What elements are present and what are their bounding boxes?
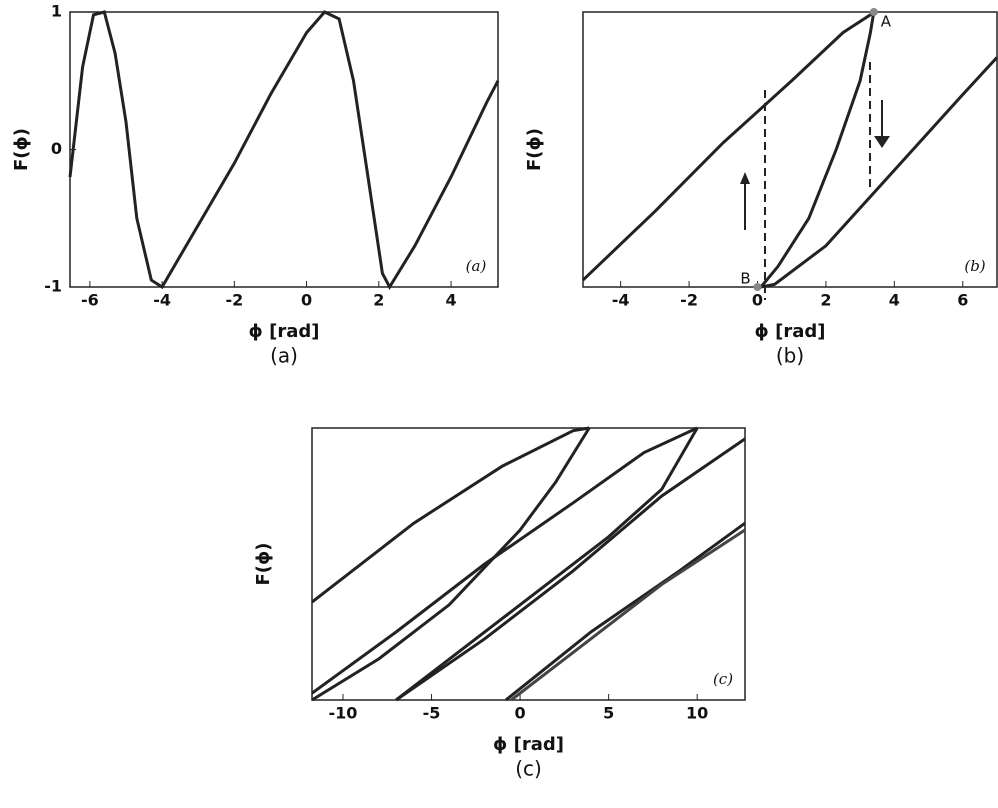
caption: (c)	[515, 757, 542, 781]
x-tick-label: 0	[515, 704, 526, 723]
x-axis-label: ϕ [rad]	[493, 734, 564, 755]
x-tick-label: -2	[225, 291, 243, 310]
x-tick-label: 10	[686, 704, 708, 723]
x-tick-label: 0	[752, 291, 763, 310]
curve	[70, 12, 498, 287]
arrow-head	[874, 136, 890, 148]
caption: (a)	[270, 344, 298, 368]
figure: -6-4-2024-101(a)ϕ [rad]F(ϕ)(a)-4-20246AB…	[0, 0, 998, 808]
curve	[583, 12, 997, 287]
x-tick-label: 4	[889, 291, 900, 310]
x-tick-label: -4	[153, 291, 171, 310]
plot-frame	[70, 12, 498, 287]
x-tick-label: 2	[373, 291, 384, 310]
y-tick-label: 0	[51, 139, 62, 158]
x-tick-label: 4	[445, 291, 456, 310]
x-tick-label: -5	[423, 704, 441, 723]
x-tick-label: 5	[603, 704, 614, 723]
y-axis-label: F(ϕ)	[524, 128, 545, 171]
y-tick-label: 1	[51, 2, 62, 21]
x-axis-label: ϕ [rad]	[249, 321, 320, 342]
x-tick-label: 6	[957, 291, 968, 310]
arrow-head	[740, 172, 750, 184]
curve	[312, 428, 589, 602]
point-label: B	[740, 270, 750, 288]
x-tick-label: -2	[680, 291, 698, 310]
y-axis-label: F(ϕ)	[253, 542, 274, 585]
point-label: A	[881, 13, 892, 31]
panel-label: (c)	[713, 670, 733, 688]
x-tick-label: 2	[820, 291, 831, 310]
x-tick-label: -10	[329, 704, 358, 723]
point-marker	[753, 283, 761, 291]
caption: (b)	[776, 344, 804, 368]
curve	[396, 428, 697, 700]
y-axis-label: F(ϕ)	[11, 128, 32, 171]
panel-label: (a)	[466, 257, 487, 275]
curve	[511, 530, 745, 700]
panel-label: (b)	[964, 257, 985, 275]
x-tick-label: -4	[612, 291, 630, 310]
x-tick-label: -6	[81, 291, 99, 310]
curve	[312, 428, 697, 693]
y-tick-label: -1	[44, 277, 62, 296]
point-marker	[870, 8, 878, 16]
x-tick-label: 0	[301, 291, 312, 310]
x-axis-label: ϕ [rad]	[755, 321, 826, 342]
